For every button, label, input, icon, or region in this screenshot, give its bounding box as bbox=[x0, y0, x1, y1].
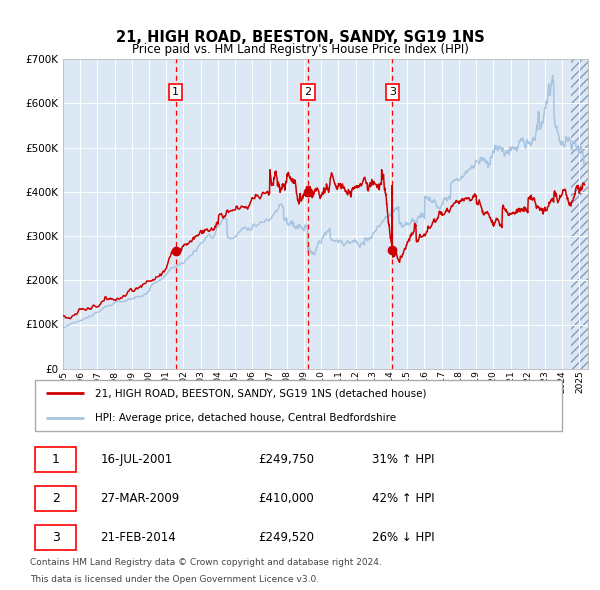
FancyBboxPatch shape bbox=[35, 486, 76, 512]
Text: HPI: Average price, detached house, Central Bedfordshire: HPI: Average price, detached house, Cent… bbox=[95, 413, 396, 423]
FancyBboxPatch shape bbox=[35, 447, 76, 472]
Text: 21-FEB-2014: 21-FEB-2014 bbox=[101, 532, 176, 545]
Text: £249,520: £249,520 bbox=[258, 532, 314, 545]
FancyBboxPatch shape bbox=[35, 525, 76, 550]
Text: 2: 2 bbox=[304, 87, 311, 97]
Text: 42% ↑ HPI: 42% ↑ HPI bbox=[372, 492, 435, 505]
Text: Price paid vs. HM Land Registry's House Price Index (HPI): Price paid vs. HM Land Registry's House … bbox=[131, 43, 469, 56]
Text: 3: 3 bbox=[52, 532, 60, 545]
Text: 27-MAR-2009: 27-MAR-2009 bbox=[101, 492, 180, 505]
Text: £249,750: £249,750 bbox=[258, 453, 314, 466]
Text: 3: 3 bbox=[389, 87, 396, 97]
Text: 16-JUL-2001: 16-JUL-2001 bbox=[101, 453, 173, 466]
Text: 21, HIGH ROAD, BEESTON, SANDY, SG19 1NS: 21, HIGH ROAD, BEESTON, SANDY, SG19 1NS bbox=[116, 30, 484, 45]
Text: 2: 2 bbox=[52, 492, 60, 505]
Text: £410,000: £410,000 bbox=[258, 492, 314, 505]
Text: 1: 1 bbox=[172, 87, 179, 97]
FancyBboxPatch shape bbox=[35, 380, 562, 431]
Text: 31% ↑ HPI: 31% ↑ HPI bbox=[372, 453, 434, 466]
Text: This data is licensed under the Open Government Licence v3.0.: This data is licensed under the Open Gov… bbox=[30, 575, 319, 584]
Text: 26% ↓ HPI: 26% ↓ HPI bbox=[372, 532, 435, 545]
Bar bbox=[571, 59, 590, 369]
Text: 21, HIGH ROAD, BEESTON, SANDY, SG19 1NS (detached house): 21, HIGH ROAD, BEESTON, SANDY, SG19 1NS … bbox=[95, 388, 427, 398]
Text: 1: 1 bbox=[52, 453, 60, 466]
Text: Contains HM Land Registry data © Crown copyright and database right 2024.: Contains HM Land Registry data © Crown c… bbox=[30, 558, 382, 567]
